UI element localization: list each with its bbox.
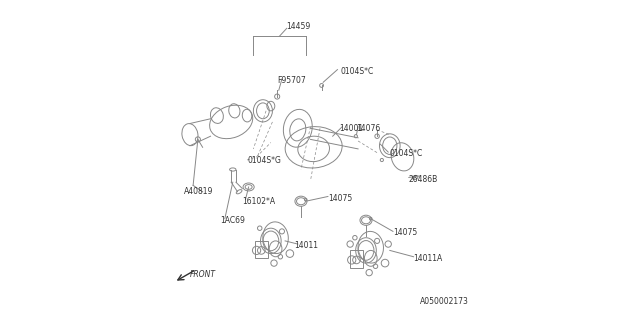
Text: 0104S*G: 0104S*G [247,156,281,164]
Bar [350,251,363,268]
Text: 14076: 14076 [356,124,381,133]
Text: FRONT: FRONT [190,270,216,279]
Text: 14075: 14075 [393,228,417,237]
Text: 1AC69: 1AC69 [220,216,245,225]
Text: 14075: 14075 [328,194,352,203]
Text: 0104S*C: 0104S*C [340,67,374,76]
Text: A40819: A40819 [184,187,213,196]
Bar [255,241,268,258]
Text: A050002173: A050002173 [420,297,469,306]
Text: 14011: 14011 [294,241,319,250]
Text: 14001: 14001 [339,124,363,133]
Text: 14459: 14459 [287,22,311,31]
Text: F95707: F95707 [277,76,306,85]
Text: 26486B: 26486B [409,174,438,184]
Text: 16102*A: 16102*A [243,197,275,206]
Text: 0104S*C: 0104S*C [390,149,423,158]
Text: 14011A: 14011A [413,254,443,263]
